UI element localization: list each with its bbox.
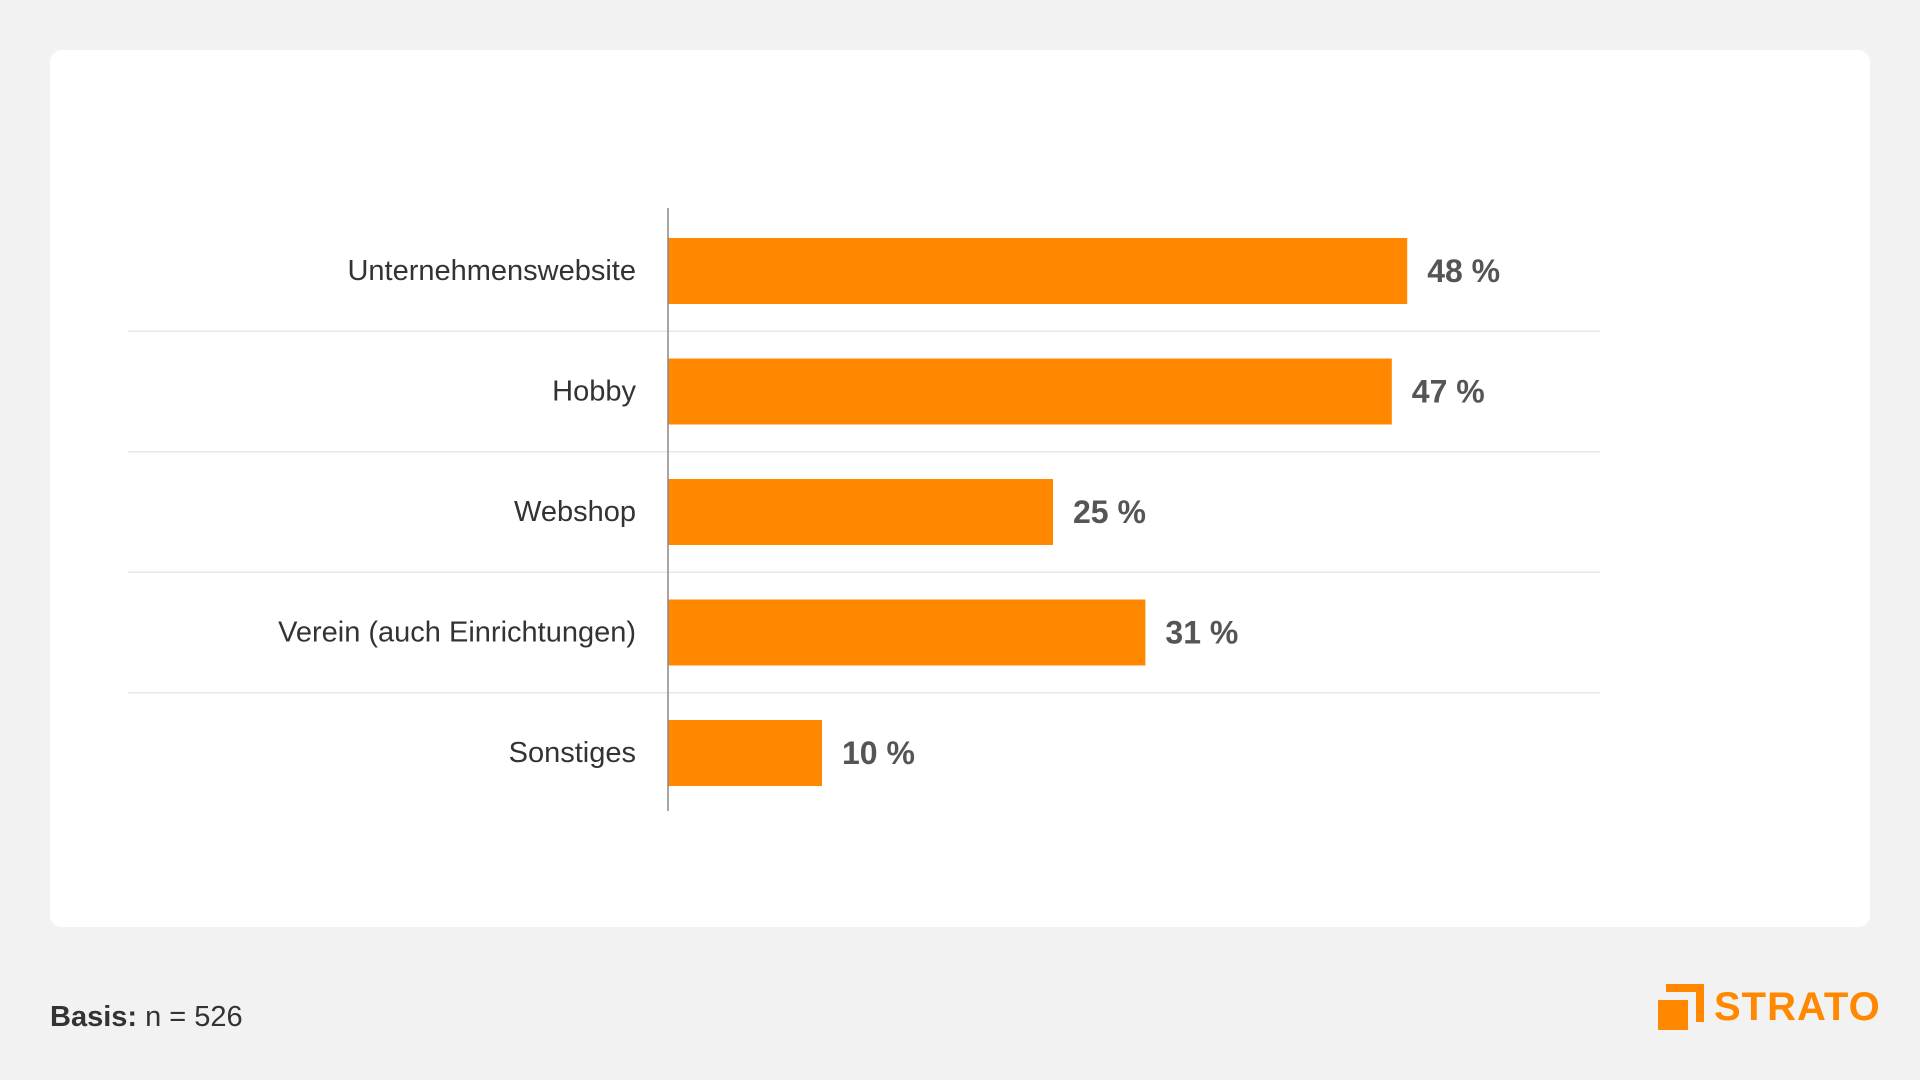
bar (668, 720, 822, 786)
chart-card: Unternehmenswebsite 48 % Hobby 47 % Webshop 2… (50, 50, 1870, 927)
footnote-basis: Basis: n = 526 (50, 1001, 243, 1034)
logo-corner-shape (1666, 984, 1704, 1022)
category-label: Sonstiges (509, 737, 636, 769)
category-label: Hobby (552, 376, 636, 408)
bar-chart: Unternehmenswebsite 48 % Hobby 47 % Webshop 2… (128, 208, 1600, 811)
bar (668, 599, 1146, 666)
strato-logo: STRATO (1658, 983, 1881, 1031)
data-label: 48 % (1427, 253, 1500, 289)
strato-logo-icon (1658, 984, 1704, 1030)
category-label: Webshop (514, 496, 636, 528)
data-label: 31 % (1165, 615, 1238, 651)
data-label: 10 % (842, 735, 915, 771)
category-label: Verein (auch Einrichtungen) (278, 617, 636, 649)
logo-wordmark: STRATO (1714, 984, 1881, 1029)
bar (668, 358, 1392, 425)
bar (668, 238, 1408, 304)
data-label: 25 % (1073, 494, 1146, 530)
logo-square-shape (1658, 1000, 1688, 1030)
category-label: Unternehmenswebsite (347, 255, 636, 287)
basis-value: n = 526 (137, 1001, 243, 1033)
data-label: 47 % (1412, 374, 1485, 410)
bar (668, 479, 1053, 545)
basis-label: Basis: (50, 1001, 138, 1033)
